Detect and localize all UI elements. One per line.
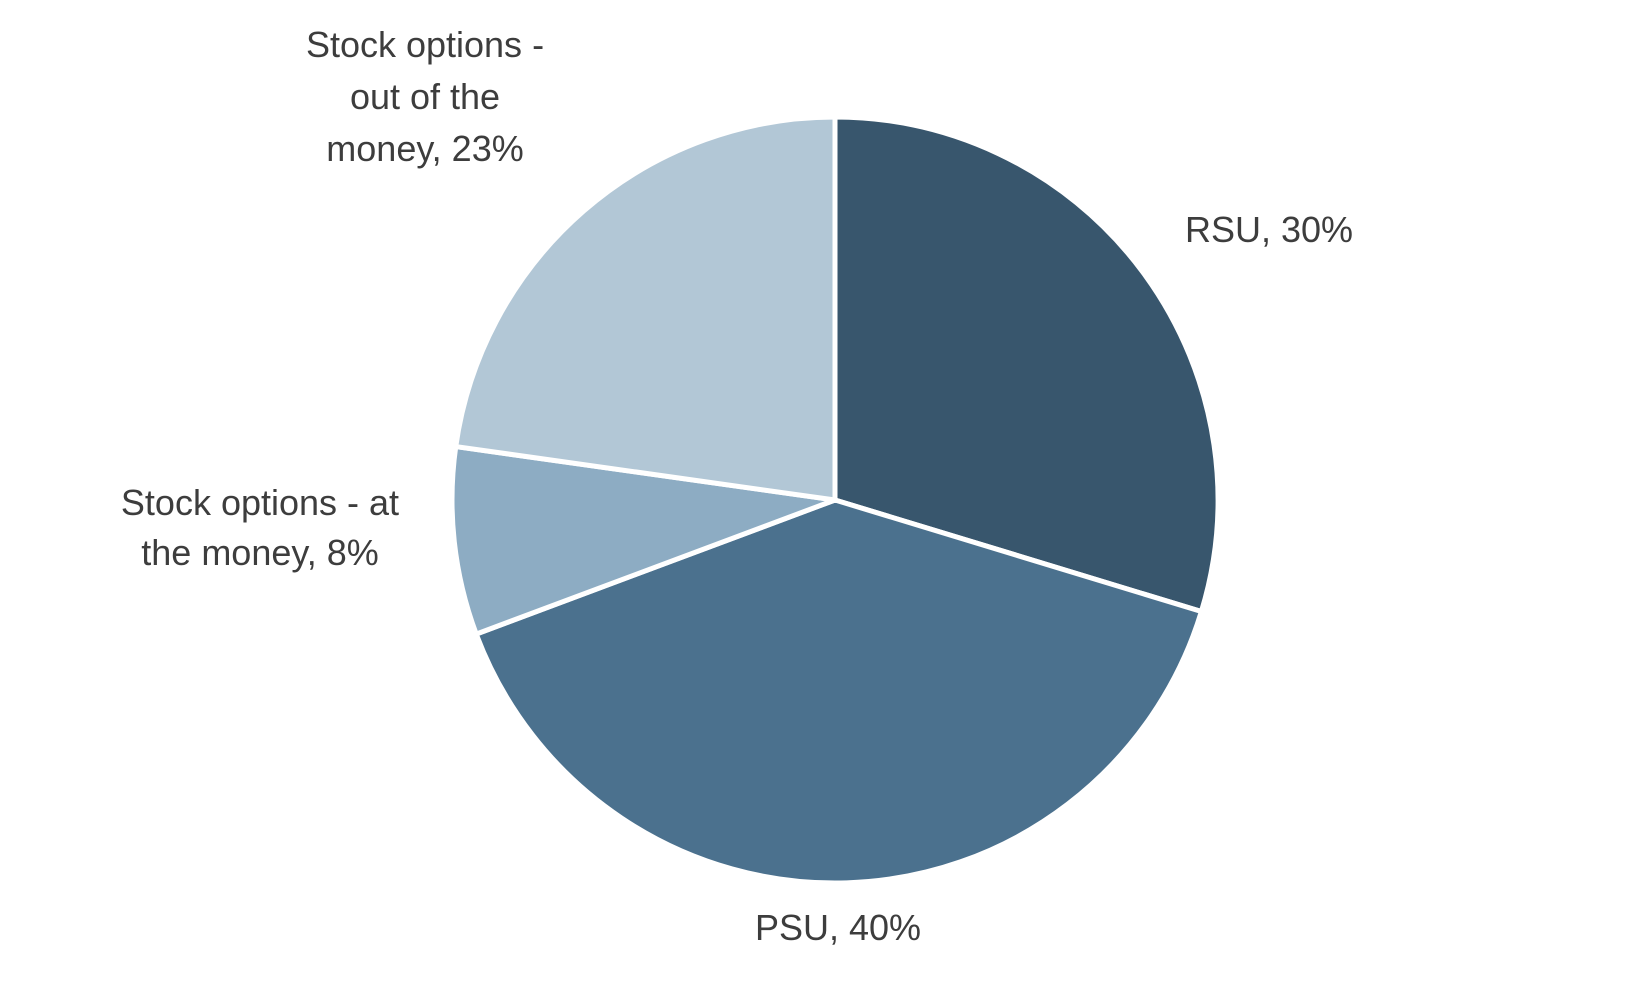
slice-label-2-line-1: the money, 8%: [141, 532, 378, 573]
slice-label-3-line-0: Stock options -: [306, 24, 544, 65]
slice-label-3-line-1: out of the: [350, 76, 500, 117]
pie-slice-2: [449, 444, 838, 637]
pie-slice-1: [473, 497, 1204, 886]
slice-label-1: PSU, 40%: [755, 907, 921, 948]
slice-label-0-line-0: RSU, 30%: [1185, 209, 1353, 250]
pie-slices: [449, 114, 1221, 886]
pie-slice-0: [832, 114, 1221, 615]
slice-label-0: RSU, 30%: [1185, 209, 1353, 250]
pie-slice-3: [453, 114, 838, 503]
pie-labels: RSU, 30% PSU, 40% Stock options - at the mo…: [121, 24, 1353, 948]
slice-label-2: Stock options - at the money, 8%: [121, 482, 399, 573]
slice-label-3-line-2: money, 23%: [326, 128, 523, 169]
slice-label-2-line-0: Stock options - at: [121, 482, 399, 523]
slice-label-3: Stock options - out of the money, 23%: [306, 24, 544, 169]
slice-label-1-line-0: PSU, 40%: [755, 907, 921, 948]
